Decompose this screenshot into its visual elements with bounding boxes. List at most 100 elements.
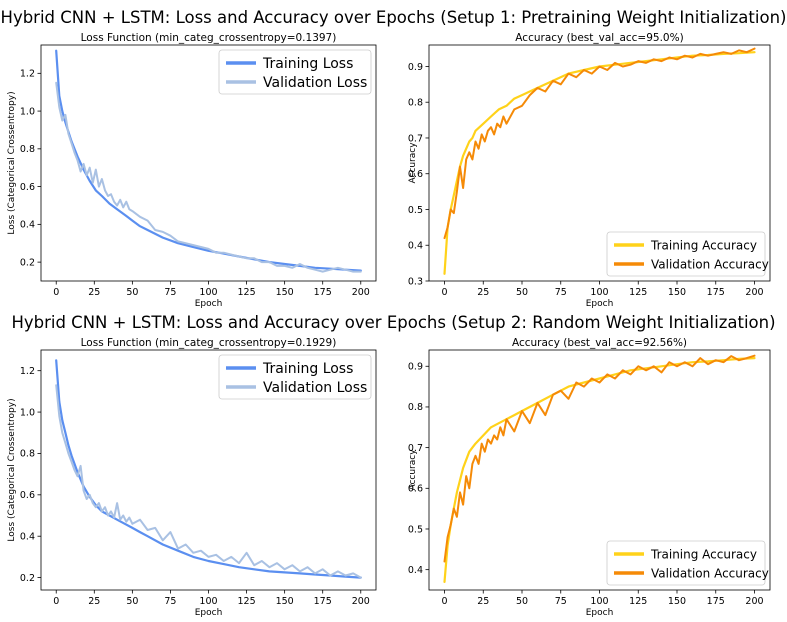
legend-box (606, 231, 766, 277)
y-tick-label: 0.5 (408, 524, 423, 535)
x-tick-label: 100 (590, 596, 608, 607)
x-tick-label: 75 (164, 287, 176, 298)
series-line-training-loss (55, 359, 362, 579)
series-line-validation-loss (55, 384, 362, 579)
x-tick-label: 0 (441, 287, 447, 298)
y-tick-label: 0.6 (20, 490, 35, 501)
chart-svg: Loss Function (min_categ_crossentropy=0.… (7, 337, 377, 618)
figure-title-setup-2: Hybrid CNN + LSTM: Loss and Accuracy ove… (11, 313, 776, 332)
y-tick-label: 0.7 (408, 133, 423, 144)
x-tick-label: 25 (477, 287, 489, 298)
x-tick-label: 200 (745, 287, 763, 298)
chart-svg: Loss Function (min_categ_crossentropy=0.… (7, 32, 377, 309)
loss-chart-setup-2: Loss Function (min_categ_crossentropy=0.… (0, 333, 393, 622)
x-tick-label: 150 (276, 287, 294, 298)
y-tick-label: 0.5 (408, 205, 423, 216)
y-tick-label: 0.6 (20, 182, 35, 193)
x-tick-label: 125 (629, 287, 647, 298)
y-tick-label: 1.2 (20, 366, 35, 377)
x-tick-label: 0 (53, 596, 59, 607)
y-tick-label: 0.9 (408, 62, 423, 73)
series-line-validation-accuracy (443, 47, 756, 240)
legend-label: Training Accuracy (650, 238, 757, 252)
x-axis-label: Epoch (586, 608, 614, 618)
y-tick-label: 0.8 (20, 449, 35, 460)
x-axis-label: Epoch (195, 299, 223, 309)
legend: Training Loss Validation Loss (218, 49, 372, 95)
x-tick-label: 50 (516, 287, 528, 298)
y-tick-label: 0.4 (20, 532, 35, 543)
x-tick-label: 175 (314, 287, 332, 298)
y-axis-label: Accuracy (408, 142, 418, 184)
y-tick-label: 0.2 (20, 573, 35, 584)
legend-box (606, 540, 766, 586)
y-tick-label: 0.4 (408, 565, 423, 576)
chart-svg: Accuracy (best_val_acc=95.0%) 0 25 50 75 100 1… (408, 32, 771, 309)
x-tick-label: 75 (555, 287, 567, 298)
x-tick-label: 200 (352, 287, 370, 298)
x-tick-label: 25 (88, 287, 100, 298)
legend-label: Training Loss (262, 361, 353, 377)
x-axis-label: Epoch (195, 608, 223, 618)
legend-label: Validation Accuracy (651, 566, 769, 580)
y-tick-label: 1.0 (20, 106, 35, 117)
y-tick-label: 0.6 (408, 484, 423, 495)
chart-title: Loss Function (min_categ_crossentropy=0.… (81, 32, 337, 44)
y-tick-label: 0.4 (20, 220, 35, 231)
x-tick-label: 75 (164, 596, 176, 607)
legend-label: Validation Loss (263, 380, 367, 396)
x-tick-label: 150 (276, 596, 294, 607)
accuracy-chart-setup-1: Accuracy (best_val_acc=95.0%) 0 25 50 75 100 1… (393, 28, 787, 312)
legend: Training Accuracy Validation Accuracy (606, 540, 769, 586)
y-tick-label: 1.0 (20, 407, 35, 418)
x-axis-label: Epoch (586, 299, 614, 309)
x-tick-label: 100 (199, 596, 217, 607)
x-tick-label: 0 (441, 596, 447, 607)
x-tick-label: 175 (707, 287, 725, 298)
y-tick-label: 1.2 (20, 69, 35, 80)
loss-chart-setup-1: Loss Function (min_categ_crossentropy=0.… (0, 28, 393, 312)
accuracy-chart-setup-2: Accuracy (best_val_acc=92.56%) 0 25 50 75 100… (393, 333, 787, 622)
y-axis-label: Loss (Categorical Crossentropy) (7, 91, 17, 234)
y-tick-label: 0.8 (20, 144, 35, 155)
x-tick-label: 150 (668, 596, 686, 607)
chart-title: Accuracy (best_val_acc=92.56%) (512, 337, 687, 349)
x-tick-label: 125 (237, 287, 255, 298)
x-tick-label: 125 (629, 596, 647, 607)
x-tick-label: 125 (237, 596, 255, 607)
x-tick-label: 175 (314, 596, 332, 607)
x-tick-label: 75 (555, 596, 567, 607)
legend-label: Training Accuracy (650, 547, 757, 561)
chart-title: Accuracy (best_val_acc=95.0%) (515, 32, 683, 44)
x-tick-label: 50 (516, 596, 528, 607)
x-tick-label: 50 (126, 287, 138, 298)
figure-title-setup-1: Hybrid CNN + LSTM: Loss and Accuracy ove… (0, 8, 787, 27)
legend: Training Accuracy Validation Accuracy (606, 231, 769, 277)
x-tick-label: 150 (668, 287, 686, 298)
x-tick-label: 100 (199, 287, 217, 298)
y-axis-label: Loss (Categorical Crossentropy) (7, 398, 17, 541)
legend-label: Validation Accuracy (651, 257, 769, 271)
x-tick-label: 200 (745, 596, 763, 607)
y-tick-label: 0.9 (408, 362, 423, 373)
legend-box (218, 354, 372, 400)
x-tick-label: 50 (126, 596, 138, 607)
x-tick-label: 175 (707, 596, 725, 607)
chart-svg: Accuracy (best_val_acc=92.56%) 0 25 50 75 100… (408, 337, 771, 618)
legend-box (218, 49, 372, 95)
y-tick-label: 0.6 (408, 169, 423, 180)
legend-label: Training Loss (262, 56, 353, 72)
y-tick-label: 0.8 (408, 98, 423, 109)
series-line-validation-accuracy (443, 354, 756, 563)
y-tick-label: 0.7 (408, 443, 423, 454)
series-line-validation-loss (55, 81, 362, 273)
y-axis-label: Accuracy (408, 449, 418, 491)
legend: Training Loss Validation Loss (218, 354, 372, 400)
x-tick-label: 25 (88, 596, 100, 607)
y-tick-label: 0.3 (408, 276, 423, 287)
legend-label: Validation Loss (263, 75, 367, 91)
x-tick-label: 100 (590, 287, 608, 298)
y-tick-label: 0.4 (408, 241, 423, 252)
x-tick-label: 25 (477, 596, 489, 607)
x-tick-label: 0 (53, 287, 59, 298)
